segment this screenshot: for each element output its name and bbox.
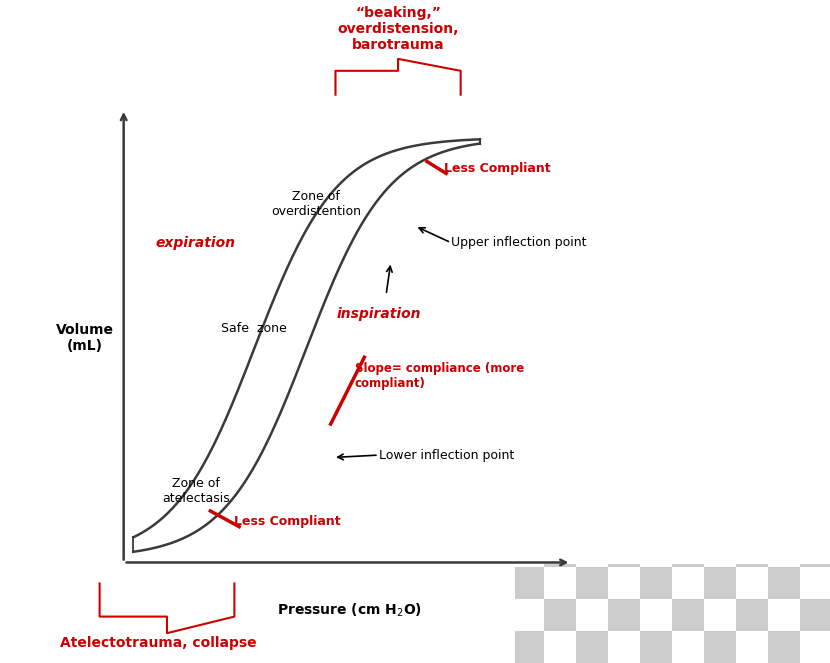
Text: Less Compliant: Less Compliant: [444, 162, 550, 175]
Text: Volume
(mL): Volume (mL): [56, 323, 115, 353]
Text: Safe  zone: Safe zone: [221, 322, 286, 335]
Text: Pressure (cm H$_2$O): Pressure (cm H$_2$O): [277, 601, 422, 619]
Text: Less Compliant: Less Compliant: [234, 515, 341, 528]
Text: Upper inflection point: Upper inflection point: [451, 236, 587, 249]
Text: Lower inflection point: Lower inflection point: [378, 449, 514, 461]
Text: Atelectotrauma, collapse: Atelectotrauma, collapse: [61, 636, 257, 650]
Text: Slope= compliance (more
compliant): Slope= compliance (more compliant): [354, 362, 524, 391]
Text: Zone of
atelectasis: Zone of atelectasis: [162, 477, 230, 505]
Text: expiration: expiration: [156, 235, 236, 250]
Text: inspiration: inspiration: [336, 307, 421, 322]
Text: Zone of
overdistention: Zone of overdistention: [271, 190, 361, 219]
Text: “beaking,”
overdistension,
barotrauma: “beaking,” overdistension, barotrauma: [337, 6, 459, 52]
